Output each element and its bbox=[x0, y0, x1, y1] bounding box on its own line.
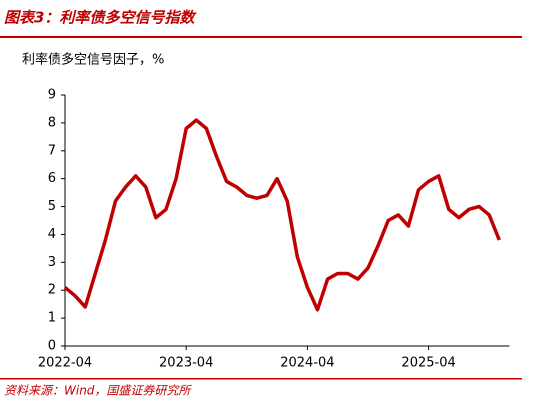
source-rule bbox=[0, 378, 522, 380]
y-tick-label: 6 bbox=[48, 171, 56, 186]
x-tick-label: 2025-04 bbox=[401, 356, 455, 371]
y-tick-label: 7 bbox=[48, 143, 56, 158]
chart-subtitle: 利率债多空信号因子，% bbox=[22, 52, 164, 68]
y-tick-label: 2 bbox=[48, 283, 56, 298]
y-tick-label: 3 bbox=[48, 255, 56, 270]
data-line bbox=[63, 118, 501, 312]
x-tick-label: 2022-04 bbox=[38, 356, 92, 371]
source: 资料来源：Wind，国盛证券研究所 bbox=[4, 384, 192, 398]
y-tick-label: 8 bbox=[48, 115, 56, 130]
y-tick-label: 1 bbox=[48, 311, 56, 326]
y-tick-label: 4 bbox=[48, 227, 56, 242]
y-tick-label: 0 bbox=[48, 339, 56, 354]
x-tick-label: 2024-04 bbox=[280, 356, 334, 371]
x-tick-label: 2023-04 bbox=[159, 356, 213, 371]
title-rule bbox=[0, 36, 522, 38]
chart-title: 图表3：利率债多空信号指数 bbox=[4, 9, 197, 27]
y-tick-label: 9 bbox=[48, 88, 56, 103]
y-tick-label: 5 bbox=[48, 199, 56, 214]
